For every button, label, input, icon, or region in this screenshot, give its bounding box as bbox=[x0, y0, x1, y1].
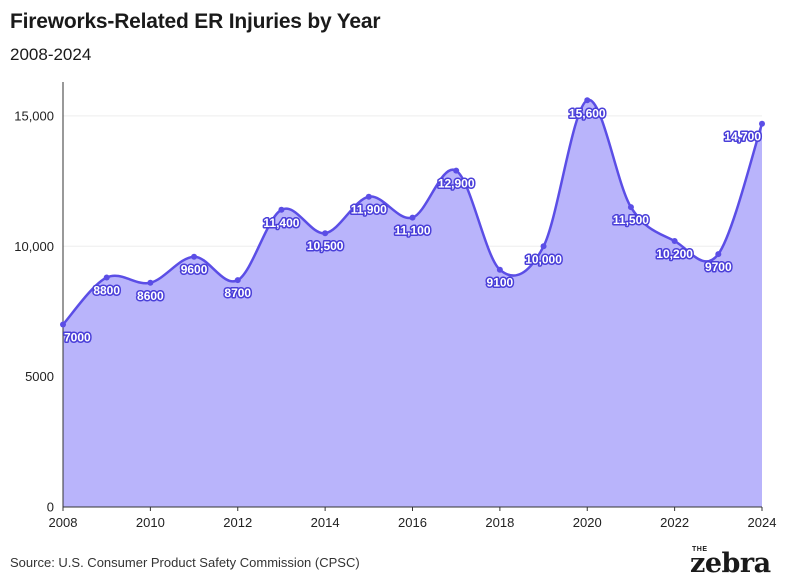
chart-subtitle: 2008-2024 bbox=[10, 45, 92, 64]
data-point bbox=[60, 321, 66, 328]
data-label: 11,500 bbox=[613, 213, 649, 227]
logo-the: THE bbox=[692, 546, 708, 553]
x-tick-label: 2014 bbox=[311, 515, 340, 530]
data-label: 10,200 bbox=[656, 247, 693, 261]
data-label: 8800 bbox=[93, 284, 120, 298]
data-points bbox=[60, 97, 765, 328]
x-tick-label: 2016 bbox=[398, 515, 427, 530]
data-label: 9100 bbox=[487, 276, 514, 290]
data-point bbox=[278, 206, 285, 213]
data-point bbox=[103, 274, 110, 281]
zebra-logo: THE zebra bbox=[690, 546, 786, 580]
data-point bbox=[759, 120, 765, 127]
x-tick-label: 2024 bbox=[748, 515, 777, 530]
data-label: 8700 bbox=[224, 286, 251, 300]
x-tick-label: 2010 bbox=[136, 515, 165, 530]
area-fill bbox=[63, 99, 762, 507]
data-point bbox=[191, 253, 198, 260]
data-point bbox=[234, 277, 241, 284]
data-labels: 7000 8800 8600 9600 8700 11,400 10,500 11,900 11… bbox=[63, 105, 763, 346]
data-point bbox=[147, 279, 154, 286]
data-label: 11,100 bbox=[394, 224, 430, 238]
data-label: 7000 bbox=[64, 330, 91, 344]
data-label: 8600 bbox=[137, 289, 164, 303]
data-point bbox=[671, 238, 678, 245]
data-point bbox=[322, 230, 329, 237]
data-point bbox=[715, 251, 722, 258]
data-label: 14,700 bbox=[724, 130, 761, 144]
x-tick-label: 2022 bbox=[660, 515, 689, 530]
data-point bbox=[584, 97, 591, 104]
x-tick-label: 2008 bbox=[49, 515, 78, 530]
chart-title: Fireworks-Related ER Injuries by Year bbox=[10, 10, 381, 33]
data-point bbox=[540, 243, 547, 250]
data-label: 9600 bbox=[181, 263, 208, 277]
data-label: 11,900 bbox=[351, 203, 387, 217]
logo-wordmark: zebra bbox=[690, 548, 771, 579]
data-label: 9700 bbox=[705, 260, 732, 274]
data-label: 15,600 bbox=[569, 106, 606, 120]
x-tick-label: 2012 bbox=[223, 515, 252, 530]
x-tick-label: 2020 bbox=[573, 515, 602, 530]
y-tick-label: 5000 bbox=[25, 369, 54, 384]
data-label: 11,400 bbox=[263, 216, 299, 230]
data-label: 10,000 bbox=[525, 252, 562, 266]
area-chart: 0 5000 10,000 15,000 2008 2010 2012 2014 2016 201… bbox=[14, 82, 776, 530]
data-point bbox=[453, 167, 460, 174]
data-point bbox=[627, 204, 634, 211]
data-point bbox=[409, 214, 416, 221]
axes: 0 5000 10,000 15,000 2008 2010 2012 2014 2016 201… bbox=[14, 82, 776, 530]
y-tick-label: 15,000 bbox=[14, 108, 54, 123]
source-note: Source: U.S. Consumer Product Safety Com… bbox=[10, 555, 360, 570]
y-tick-label: 0 bbox=[47, 500, 54, 515]
data-label: 10,500 bbox=[307, 239, 344, 253]
y-tick-label: 10,000 bbox=[14, 239, 54, 254]
x-tick-label: 2018 bbox=[485, 515, 514, 530]
data-point bbox=[365, 193, 372, 200]
data-label: 12,900 bbox=[438, 177, 475, 191]
data-point bbox=[496, 266, 503, 273]
